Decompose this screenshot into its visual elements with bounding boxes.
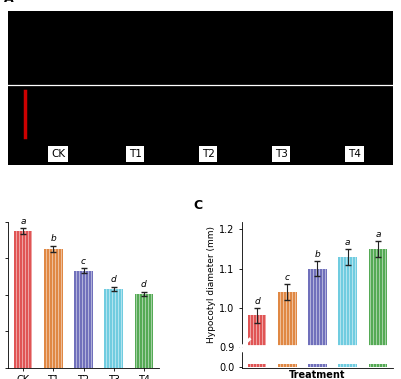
Bar bbox=[74, 271, 93, 368]
Bar bbox=[338, 364, 357, 367]
Bar bbox=[278, 292, 297, 379]
Text: CK: CK bbox=[51, 149, 65, 159]
Text: b: b bbox=[51, 235, 56, 243]
Text: T3: T3 bbox=[275, 149, 288, 159]
Text: T2: T2 bbox=[202, 149, 215, 159]
Text: c: c bbox=[285, 273, 290, 282]
Text: a: a bbox=[375, 230, 381, 239]
Bar bbox=[278, 364, 297, 367]
Bar bbox=[134, 294, 153, 368]
Bar bbox=[14, 231, 32, 368]
Text: T1: T1 bbox=[129, 149, 142, 159]
Text: a: a bbox=[20, 217, 26, 226]
Text: C: C bbox=[194, 199, 203, 211]
Text: b: b bbox=[315, 250, 320, 259]
Text: d: d bbox=[254, 297, 260, 305]
Bar bbox=[248, 315, 267, 379]
Text: T4: T4 bbox=[348, 149, 361, 159]
Text: c: c bbox=[81, 257, 86, 266]
Text: A: A bbox=[4, 0, 14, 5]
Bar bbox=[308, 268, 327, 379]
Bar bbox=[44, 249, 63, 368]
X-axis label: Treatment: Treatment bbox=[289, 370, 346, 379]
Text: d: d bbox=[141, 280, 147, 290]
Text: a: a bbox=[345, 238, 350, 247]
Y-axis label: Hypocotyl diameter (mm): Hypocotyl diameter (mm) bbox=[207, 226, 216, 343]
Text: d: d bbox=[111, 276, 117, 284]
Bar bbox=[369, 364, 387, 367]
Bar bbox=[369, 249, 387, 379]
Bar bbox=[338, 257, 357, 379]
Bar bbox=[308, 364, 327, 367]
Bar bbox=[248, 364, 267, 367]
Bar bbox=[104, 289, 123, 368]
